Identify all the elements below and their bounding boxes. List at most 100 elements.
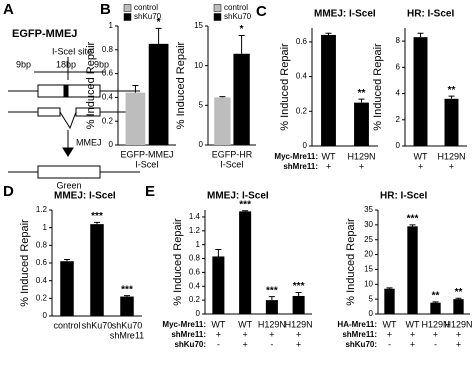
segment-label: 18bp bbox=[56, 59, 76, 69]
condition-name: shKu70: bbox=[345, 340, 377, 349]
significance: ** bbox=[448, 85, 456, 96]
y-tick-label: 15 bbox=[364, 265, 373, 274]
y-tick-label: 0.8 bbox=[102, 45, 114, 54]
significance: *** bbox=[266, 285, 278, 296]
legend-swatch bbox=[213, 13, 222, 21]
significance: ** bbox=[358, 88, 366, 99]
chart-title: MMEJ: I-SceI bbox=[54, 191, 116, 202]
bar bbox=[444, 98, 459, 146]
pathway-label: MMEJ bbox=[76, 137, 102, 147]
bar bbox=[292, 295, 305, 314]
y-tick-label: 0.8 bbox=[36, 240, 48, 249]
significance: * bbox=[240, 24, 244, 35]
panel-a-diagram: EGFP-MMEJ I-SceI site 9bp 18bp 9bp MMEJ … bbox=[8, 28, 140, 190]
panel-label: A bbox=[3, 1, 14, 18]
bar bbox=[354, 102, 369, 146]
product-label: Green bbox=[56, 180, 81, 190]
y-tick-label: 0 bbox=[303, 141, 308, 150]
bar bbox=[148, 43, 169, 145]
y-tick-label: 1 bbox=[196, 240, 201, 249]
segment-label: 9bp bbox=[16, 59, 31, 69]
bar bbox=[125, 92, 146, 145]
y-tick-label: 10 bbox=[364, 279, 373, 288]
error-bar bbox=[325, 32, 332, 35]
y-tick-label: 0.4 bbox=[296, 72, 308, 81]
y-axis-label: % Induced Repair bbox=[372, 43, 384, 131]
condition-label: + bbox=[387, 329, 392, 339]
condition-label: + bbox=[269, 329, 274, 339]
y-tick-label: 1.4 bbox=[189, 212, 201, 221]
y-tick-label: 0.6 bbox=[189, 268, 201, 277]
y-tick-label: 0.6 bbox=[36, 258, 48, 267]
y-tick-label: 1 bbox=[109, 21, 114, 30]
error-bar bbox=[295, 292, 302, 296]
arrow-head bbox=[62, 147, 74, 157]
significance: *** bbox=[293, 281, 305, 292]
significance: * bbox=[157, 17, 161, 28]
y-axis-label: % Induced Repair bbox=[175, 41, 187, 129]
legend-label: control bbox=[134, 3, 158, 12]
y-tick-label: 0.8 bbox=[189, 254, 201, 263]
condition-label: WT bbox=[414, 151, 428, 161]
condition-label: - bbox=[217, 339, 220, 349]
condition-label: + bbox=[359, 161, 364, 171]
legend-label: shKu70 bbox=[134, 12, 162, 21]
bar bbox=[453, 299, 464, 314]
condition-label: - bbox=[388, 339, 391, 349]
condition-label: + bbox=[433, 329, 438, 339]
y-tick-label: 0.4 bbox=[189, 281, 201, 290]
y-tick-label: 0 bbox=[196, 309, 201, 318]
condition-name: shMre11: bbox=[171, 330, 206, 339]
panel-label: D bbox=[3, 183, 14, 200]
condition-label: H129N bbox=[285, 319, 313, 329]
y-tick-label: 0.6 bbox=[102, 69, 114, 78]
y-tick-label: 8 bbox=[396, 36, 401, 45]
error-bar bbox=[64, 258, 70, 262]
y-tick-label: 0.4 bbox=[36, 276, 48, 285]
bar bbox=[430, 302, 441, 314]
condition-label: + bbox=[326, 161, 331, 171]
panel-label: E bbox=[145, 183, 155, 200]
segment-label: 9bp bbox=[94, 59, 109, 69]
y-tick-label: 0.2 bbox=[189, 295, 201, 304]
y-axis-label: % Induced Repair bbox=[85, 41, 97, 129]
condition-label: + bbox=[410, 339, 415, 349]
bar bbox=[321, 34, 336, 146]
condition-label: - bbox=[434, 339, 437, 349]
bar bbox=[60, 261, 74, 316]
bar bbox=[265, 300, 278, 314]
bar bbox=[90, 224, 104, 316]
y-tick-label: 6 bbox=[396, 62, 401, 71]
diagram-title: EGFP-MMEJ bbox=[12, 28, 77, 40]
chart-title: MMEJ: I-SceI bbox=[314, 9, 376, 20]
error-bar bbox=[409, 224, 416, 227]
y-axis-label: % Induced Repair bbox=[172, 218, 184, 306]
y-tick-label: 0 bbox=[199, 140, 204, 149]
error-bar bbox=[432, 301, 439, 303]
y-tick-label: 1 bbox=[43, 223, 48, 232]
condition-name: HA-Mre11: bbox=[337, 320, 377, 329]
error-bar bbox=[219, 96, 226, 98]
y-tick-label: 30 bbox=[364, 220, 373, 229]
legend-swatch bbox=[213, 4, 222, 12]
error-bar bbox=[238, 35, 245, 54]
condition-label: - bbox=[270, 339, 273, 349]
panel-label: C bbox=[256, 3, 267, 20]
y-tick-label: 1.2 bbox=[189, 226, 201, 235]
error-bar bbox=[215, 249, 222, 257]
error-bar bbox=[448, 95, 455, 99]
y-tick-label: 10 bbox=[194, 61, 203, 70]
condition-label: WT bbox=[406, 319, 420, 329]
y-axis-label: % Induced Repair bbox=[279, 43, 291, 131]
error-bar bbox=[386, 287, 393, 289]
significance: *** bbox=[239, 199, 251, 210]
legend-swatch bbox=[123, 4, 132, 12]
chart-title: HR: I-SceI bbox=[380, 191, 427, 202]
y-axis-label: % Induced Repair bbox=[19, 219, 31, 307]
condition-name: shKu70: bbox=[174, 340, 206, 349]
condition-label: + bbox=[242, 329, 247, 339]
y-tick-label: 4 bbox=[396, 89, 401, 98]
condition-name: shMre11: bbox=[342, 330, 377, 339]
bar bbox=[239, 211, 252, 314]
